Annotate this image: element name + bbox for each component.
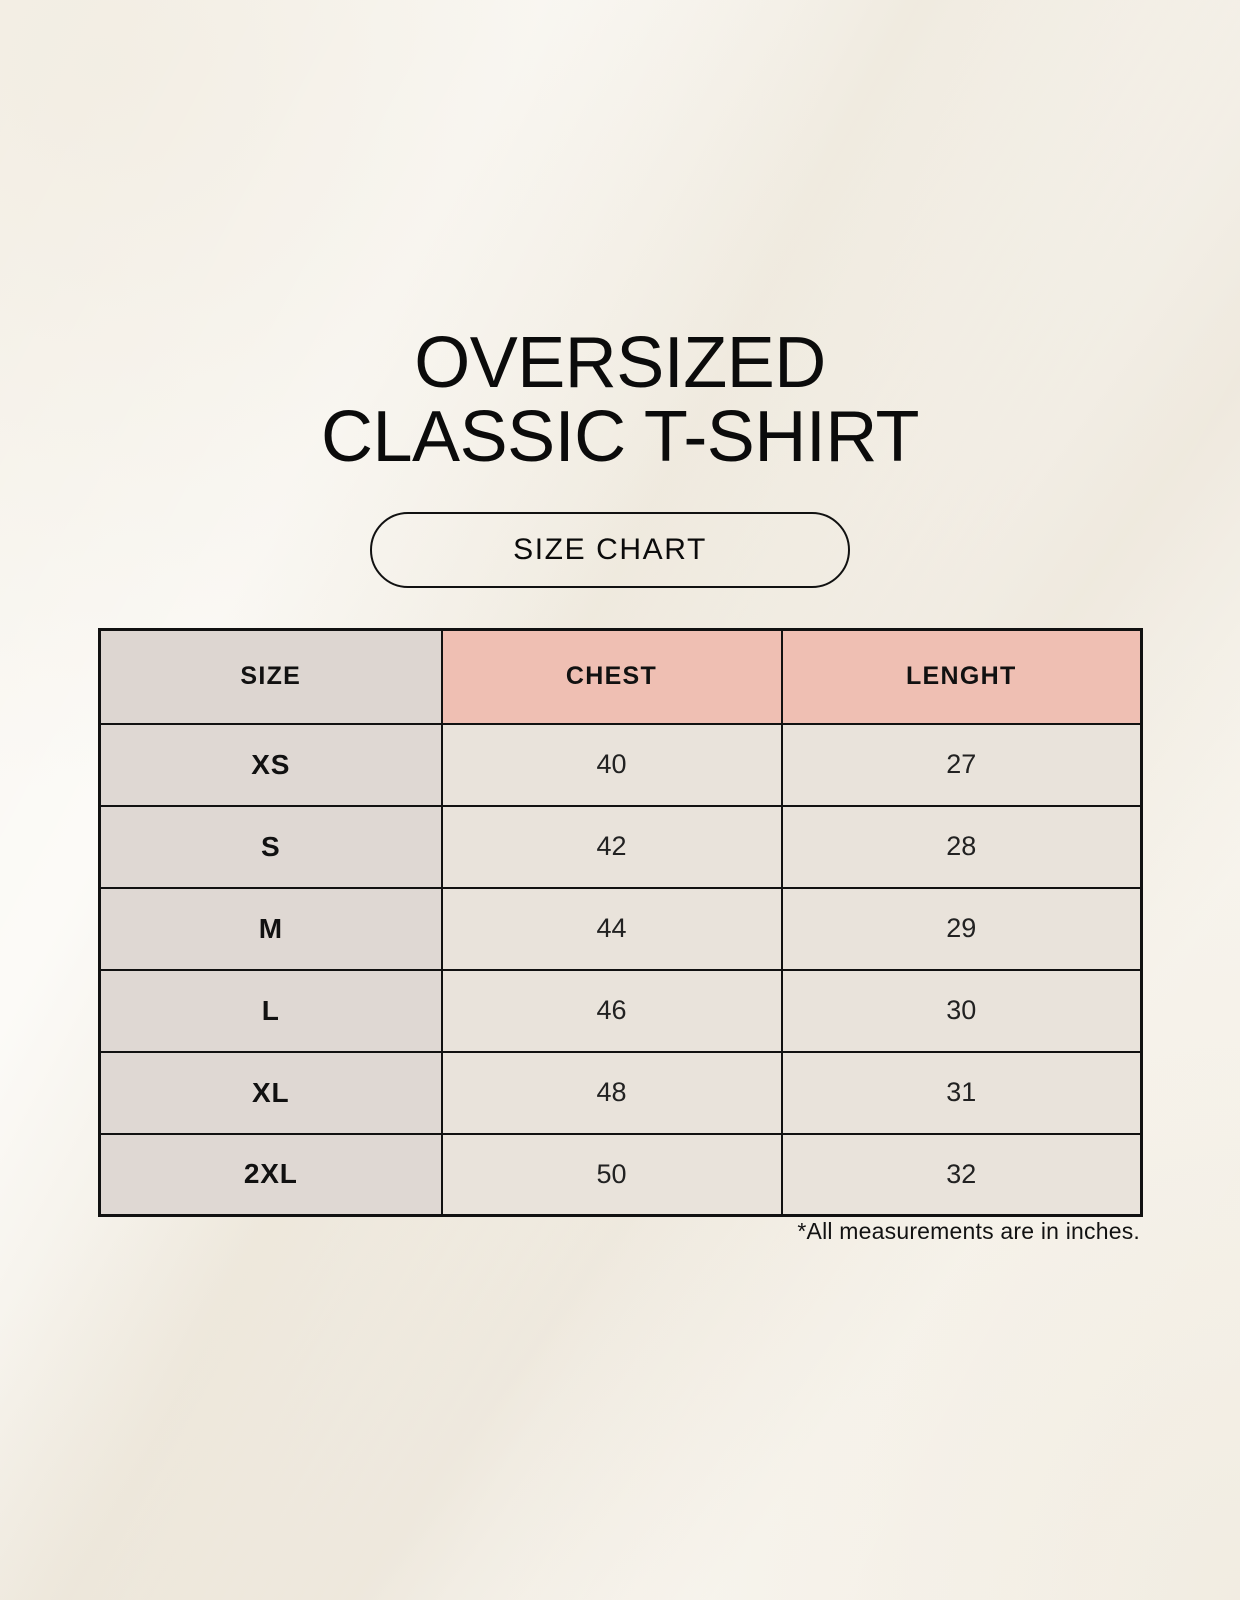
table-row: XS 40 27 [98,722,1143,807]
table-row: S 42 28 [98,804,1143,889]
cell-chest: 48 [440,1050,783,1135]
cell-length: 29 [780,886,1143,971]
page-title-line-2: CLASSIC T-SHIRT [321,397,920,477]
column-header-size: SIZE [98,628,443,725]
cell-chest: 40 [440,722,783,807]
page-title: OVERSIZED CLASSIC T-SHIRT [0,323,1240,477]
page-title-line-1: OVERSIZED [414,323,826,403]
table-row: M 44 29 [98,886,1143,971]
table-row: L 46 30 [98,968,1143,1053]
size-table-container: SIZE CHEST LENGHT XS 40 27 S 42 28 M [98,628,1143,1217]
table-row: XL 48 31 [98,1050,1143,1135]
cell-size: S [98,804,443,889]
size-table-body: XS 40 27 S 42 28 M 44 29 L 46 30 [98,722,1143,1217]
cell-length: 27 [780,722,1143,807]
cell-length: 31 [780,1050,1143,1135]
cell-size: XL [98,1050,443,1135]
cell-chest: 50 [440,1132,783,1217]
cell-chest: 44 [440,886,783,971]
column-header-length: LENGHT [780,628,1143,725]
size-chart-badge: SIZE CHART [370,512,850,588]
cell-chest: 46 [440,968,783,1053]
cell-length: 32 [780,1132,1143,1217]
column-header-chest: CHEST [440,628,783,725]
cell-size: XS [98,722,443,807]
table-header-row: SIZE CHEST LENGHT [98,628,1143,725]
size-table-header: SIZE CHEST LENGHT [98,628,1143,725]
cell-length: 28 [780,804,1143,889]
cell-length: 30 [780,968,1143,1053]
cell-size: L [98,968,443,1053]
size-table: SIZE CHEST LENGHT XS 40 27 S 42 28 M [98,628,1143,1217]
cell-size: 2XL [98,1132,443,1217]
table-row: 2XL 50 32 [98,1132,1143,1217]
measurement-unit-note: *All measurements are in inches. [797,1218,1140,1244]
cell-chest: 42 [440,804,783,889]
size-chart-badge-label: SIZE CHART [513,533,707,566]
cell-size: M [98,886,443,971]
